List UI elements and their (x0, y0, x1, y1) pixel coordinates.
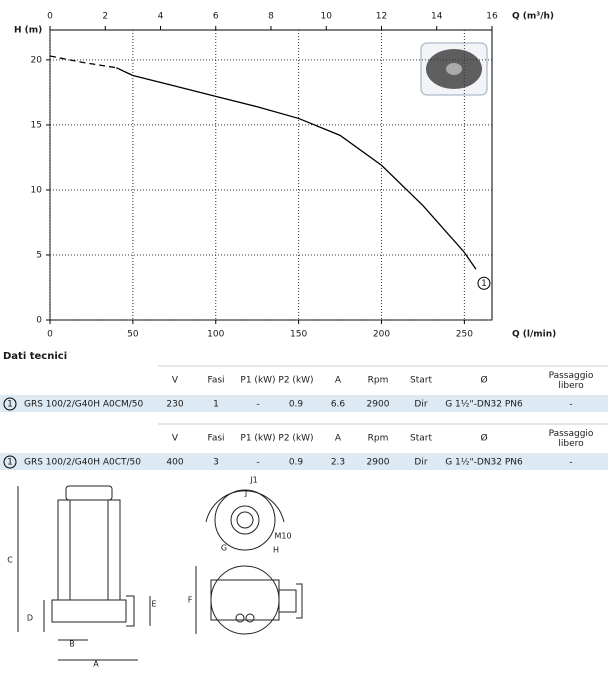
row-index: 1 (7, 400, 13, 410)
x-tick-label: 0 (47, 330, 53, 340)
drawing-label: F (188, 596, 193, 605)
column-header: Fasi (207, 376, 224, 386)
model-name: GRS 100/2/G40H A0CT/50 (24, 458, 141, 468)
x2-tick-label: 4 (158, 12, 164, 22)
column-header: V (172, 434, 179, 444)
x2-tick-label: 16 (486, 12, 498, 22)
table-cell: 400 (166, 458, 183, 468)
header-line: Passaggio (549, 429, 594, 439)
x-tick-label: 100 (207, 330, 224, 340)
drawing-label: J (244, 489, 247, 498)
row-band (0, 453, 608, 470)
y-tick-label: 15 (31, 120, 42, 130)
column-header: Rpm (368, 376, 389, 386)
drawing-label: A (93, 660, 99, 669)
pump-curve (116, 67, 477, 270)
table-cell: 6.6 (331, 400, 346, 410)
row-band (0, 395, 608, 412)
table-cell: 0.9 (289, 400, 304, 410)
drawing-label: G (221, 544, 227, 553)
y-tick-label: 0 (36, 316, 42, 326)
table-cell: Dir (414, 400, 427, 410)
column-header: Start (410, 434, 432, 444)
pump-drawing (17, 485, 303, 661)
header-line: Passaggio (549, 371, 594, 381)
x-axis-title: Q (l/min) (512, 330, 556, 340)
drawing-label: J1 (249, 476, 257, 485)
x-tick-label: 200 (373, 330, 390, 340)
column-header: P1 (kW) (240, 376, 275, 386)
model-name: GRS 100/2/G40H A0CM/50 (24, 400, 144, 410)
row-index: 1 (7, 458, 13, 468)
column-header: P1 (kW) (240, 434, 275, 444)
drawing-label: D (27, 614, 33, 623)
x-tick-label: 150 (290, 330, 307, 340)
y-tick-label: 5 (36, 250, 42, 260)
column-header: Start (410, 376, 432, 386)
x-tick-label: 50 (127, 330, 139, 340)
table-cell: 230 (166, 400, 183, 410)
column-header: V (172, 376, 179, 386)
header-line: libero (558, 439, 584, 449)
column-header: A (335, 434, 342, 444)
table-cell: 2.3 (331, 458, 345, 468)
y-tick-label: 20 (31, 55, 43, 65)
table-cell: 1 (213, 400, 219, 410)
x2-tick-label: 2 (102, 12, 108, 22)
column-header: Ø (480, 433, 487, 444)
row-marker (3, 397, 17, 411)
header-line: libero (558, 381, 584, 391)
table-cell: G 1½"-DN32 PN6 (445, 458, 523, 468)
table-cell: G 1½"-DN32 PN6 (445, 400, 523, 410)
column-header: P2 (kW) (278, 376, 313, 386)
x2-tick-label: 0 (47, 12, 53, 22)
table-cell: - (256, 458, 259, 468)
column-header: P2 (kW) (278, 434, 313, 444)
drawing-label: B (69, 640, 75, 649)
table-cell: - (569, 458, 572, 468)
drawing-label: M10 (274, 532, 291, 541)
drawing-label: C (7, 556, 13, 565)
column-header: A (335, 376, 342, 386)
x2-tick-label: 6 (213, 12, 219, 22)
x2-tick-label: 12 (376, 12, 387, 22)
table-cell: - (569, 400, 572, 410)
x2-tick-label: 10 (321, 12, 333, 22)
drawing-label: E (151, 600, 156, 609)
table-cell: Dir (414, 458, 427, 468)
impeller-hub (446, 63, 462, 75)
x2-tick-label: 8 (268, 12, 274, 22)
curve-marker (477, 276, 491, 290)
column-header: Rpm (368, 434, 389, 444)
y-tick-label: 10 (31, 185, 43, 195)
curve-label: 1 (481, 279, 487, 289)
table-cell: 2900 (367, 400, 390, 410)
table-cell: 2900 (367, 458, 390, 468)
pump-curve (49, 55, 117, 69)
x2-tick-label: 14 (431, 12, 443, 22)
column-header: Fasi (207, 434, 224, 444)
table-cell: 3 (213, 458, 219, 468)
drawing-label: H (273, 546, 279, 555)
x2-axis-title: Q (m³/h) (512, 12, 554, 22)
row-marker (3, 455, 17, 469)
table-cell: - (256, 400, 259, 410)
column-header: Ø (480, 375, 487, 386)
column-header: Passaggio libero (549, 371, 594, 391)
section-title: Dati tecnici (3, 351, 67, 362)
x-tick-label: 250 (456, 330, 473, 340)
y-axis-title: H (m) (14, 26, 42, 36)
table-cell: 0.9 (289, 458, 304, 468)
column-header: Passaggio libero (549, 429, 594, 449)
